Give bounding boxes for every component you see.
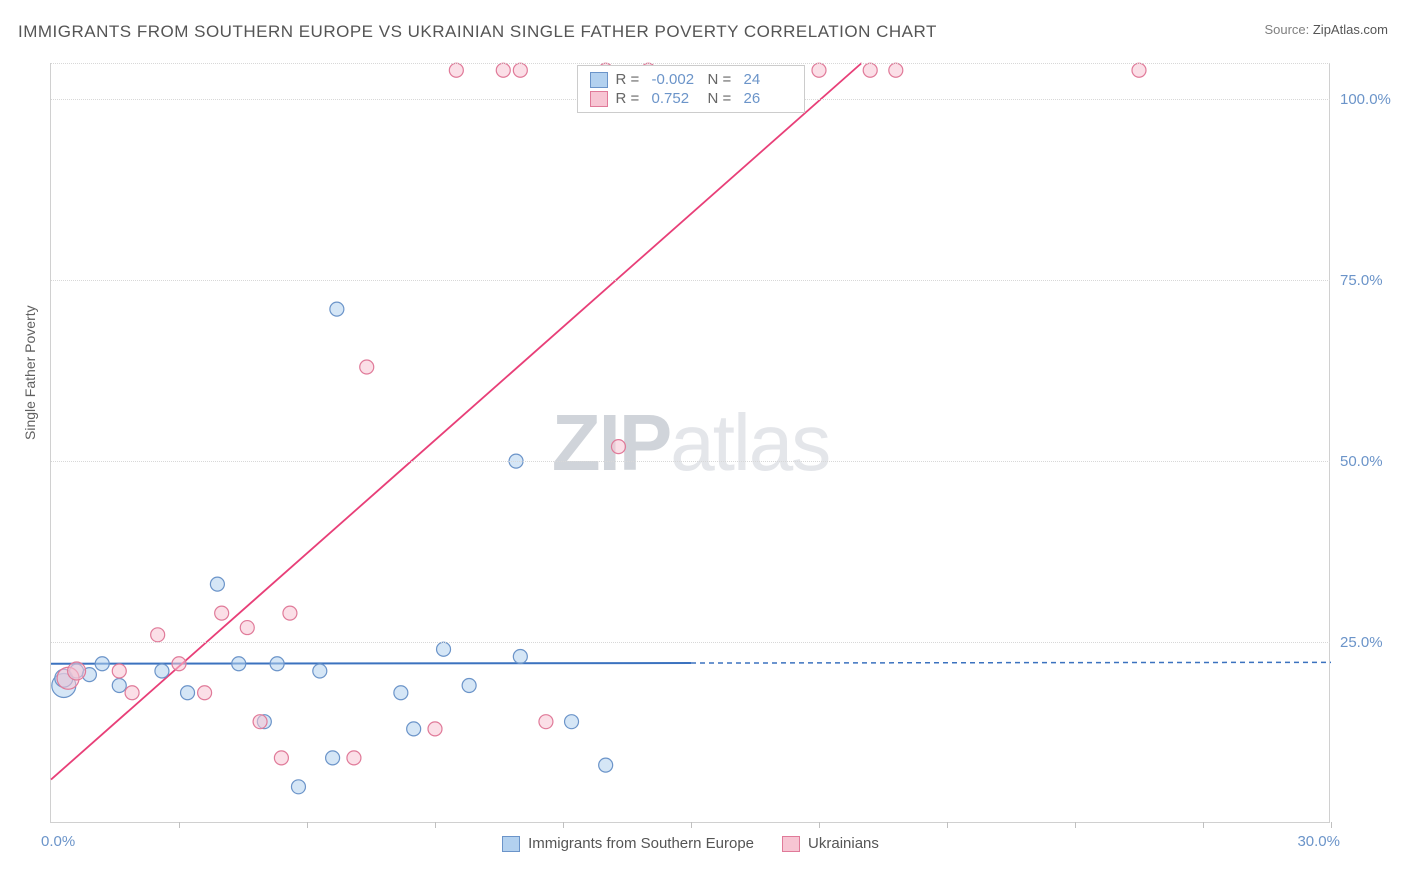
data-point (496, 63, 510, 77)
legend-swatch-2 (590, 91, 608, 107)
data-point (253, 715, 267, 729)
data-point (565, 715, 579, 729)
data-point (513, 650, 527, 664)
gridline (51, 63, 1330, 64)
plot-area: ZIPatlas R = -0.002 N = 24 R = 0.752 N =… (50, 63, 1330, 823)
data-point (210, 577, 224, 591)
x-tick-mark (179, 822, 180, 828)
regression-line (51, 63, 862, 780)
legend-label-2: Ukrainians (808, 835, 879, 852)
data-point (330, 302, 344, 316)
legend-r-label: R = (616, 71, 644, 88)
chart-source: Source: ZipAtlas.com (1264, 22, 1388, 37)
data-point (347, 751, 361, 765)
data-point (889, 63, 903, 77)
data-point (112, 678, 126, 692)
data-point (274, 751, 288, 765)
legend-row-series2: R = 0.752 N = 26 (590, 89, 792, 108)
data-point (151, 628, 165, 642)
data-point (112, 664, 126, 678)
data-point (291, 780, 305, 794)
data-point (1132, 63, 1146, 77)
legend-item-2: Ukrainians (782, 835, 879, 852)
x-tick-mark (307, 822, 308, 828)
legend-n-label: N = (708, 90, 736, 107)
legend-n-label: N = (708, 71, 736, 88)
data-point (68, 662, 86, 680)
data-point (240, 621, 254, 635)
y-axis-label: Single Father Poverty (22, 305, 38, 440)
data-point (232, 657, 246, 671)
x-tick-mark (819, 822, 820, 828)
data-point (125, 686, 139, 700)
regression-line-ext (691, 662, 1331, 663)
x-tick-mark (1075, 822, 1076, 828)
data-point (513, 63, 527, 77)
data-point (449, 63, 463, 77)
legend-r-label: R = (616, 90, 644, 107)
data-point (462, 678, 476, 692)
x-tick-mark (1331, 822, 1332, 828)
legend-swatch-bottom-1 (502, 836, 520, 852)
data-point (172, 657, 186, 671)
legend-r-value-2: 0.752 (652, 90, 700, 107)
data-point (198, 686, 212, 700)
legend-n-value-2: 26 (744, 90, 792, 107)
data-point (360, 360, 374, 374)
gridline (51, 280, 1330, 281)
gridline (51, 642, 1330, 643)
x-tick-mark (563, 822, 564, 828)
data-point (215, 606, 229, 620)
y-tick-label: 100.0% (1340, 91, 1400, 108)
legend-swatch-1 (590, 72, 608, 88)
chart-title: IMMIGRANTS FROM SOUTHERN EUROPE VS UKRAI… (18, 22, 937, 42)
chart-svg (51, 63, 1330, 822)
source-link[interactable]: ZipAtlas.com (1313, 22, 1388, 37)
y-tick-label: 50.0% (1340, 453, 1400, 470)
data-point (863, 63, 877, 77)
source-prefix: Source: (1264, 22, 1312, 37)
legend-label-1: Immigrants from Southern Europe (528, 835, 754, 852)
x-tick-mark (691, 822, 692, 828)
data-point (428, 722, 442, 736)
regression-line (51, 663, 691, 664)
x-tick-mark (947, 822, 948, 828)
data-point (394, 686, 408, 700)
y-tick-label: 75.0% (1340, 272, 1400, 289)
gridline (51, 461, 1330, 462)
data-point (599, 758, 613, 772)
x-tick-mark (1203, 822, 1204, 828)
data-point (539, 715, 553, 729)
legend-swatch-bottom-2 (782, 836, 800, 852)
legend-row-series1: R = -0.002 N = 24 (590, 70, 792, 89)
y-tick-label: 25.0% (1340, 634, 1400, 651)
data-point (812, 63, 826, 77)
data-point (326, 751, 340, 765)
x-tick-mark (435, 822, 436, 828)
data-point (181, 686, 195, 700)
legend-item-1: Immigrants from Southern Europe (502, 835, 754, 852)
data-point (611, 440, 625, 454)
legend-r-value-1: -0.002 (652, 71, 700, 88)
data-point (270, 657, 284, 671)
data-point (313, 664, 327, 678)
data-point (283, 606, 297, 620)
data-point (407, 722, 421, 736)
data-point (155, 664, 169, 678)
legend-n-value-1: 24 (744, 71, 792, 88)
series-legend: Immigrants from Southern Europe Ukrainia… (51, 835, 1330, 852)
data-point (95, 657, 109, 671)
correlation-legend: R = -0.002 N = 24 R = 0.752 N = 26 (577, 65, 805, 113)
data-point (437, 642, 451, 656)
